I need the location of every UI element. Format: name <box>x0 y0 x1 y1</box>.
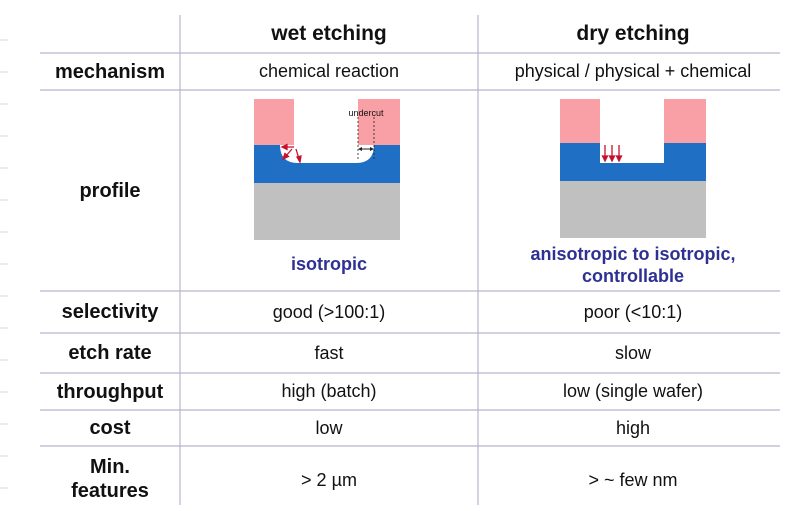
wet-mechanism: chemical reaction <box>258 61 400 81</box>
row-label-min-features: Min. features <box>71 456 149 502</box>
dry-profile-caption: anisotropic to isotropic, controllable <box>530 244 736 286</box>
wet-etch-profile-diagram: undercut <box>254 99 400 240</box>
dry-selectivity: poor (<10:1) <box>583 301 683 322</box>
left-edge-ticks <box>0 39 8 489</box>
mask-left <box>254 99 294 145</box>
etch-arrows-anisotropic <box>601 145 623 163</box>
row-label-profile: profile <box>79 179 141 202</box>
dry-etch-profile-diagram <box>560 99 706 238</box>
header-wet-etching: wet etching <box>271 21 387 45</box>
dry-min-features: > ~ few nm <box>588 469 678 490</box>
row-label-mechanism: mechanism <box>54 60 166 83</box>
dry-throughput: low (single wafer) <box>562 381 704 401</box>
wet-etch-rate: fast <box>314 342 344 363</box>
substrate-layer <box>560 181 706 238</box>
row-label-selectivity: selectivity <box>61 301 159 323</box>
film-layer <box>560 143 706 181</box>
row-label-cost: cost <box>89 417 131 439</box>
undercut-indicator <box>357 117 375 161</box>
wet-cost: low <box>315 417 343 438</box>
wet-min-features: > 2 µm <box>301 469 357 490</box>
film-layer <box>254 145 400 183</box>
mask-right <box>358 99 400 145</box>
etch-arrows-isotropic <box>280 143 302 164</box>
wet-throughput: high (batch) <box>281 381 377 401</box>
dry-cost: high <box>615 417 651 438</box>
wet-profile-caption: isotropic <box>290 254 367 274</box>
substrate-layer <box>254 183 400 240</box>
mask-right <box>664 99 706 143</box>
mask-left <box>560 99 600 143</box>
row-label-throughput: throughput <box>56 380 164 403</box>
dry-etch-rate: slow <box>614 342 651 363</box>
wet-selectivity: good (>100:1) <box>272 301 386 322</box>
undercut-label: undercut <box>348 108 384 118</box>
row-label-etch-rate: etch rate <box>68 342 152 364</box>
header-dry-etching: dry etching <box>576 21 690 45</box>
dry-mechanism: physical / physical + chemical <box>514 61 752 81</box>
